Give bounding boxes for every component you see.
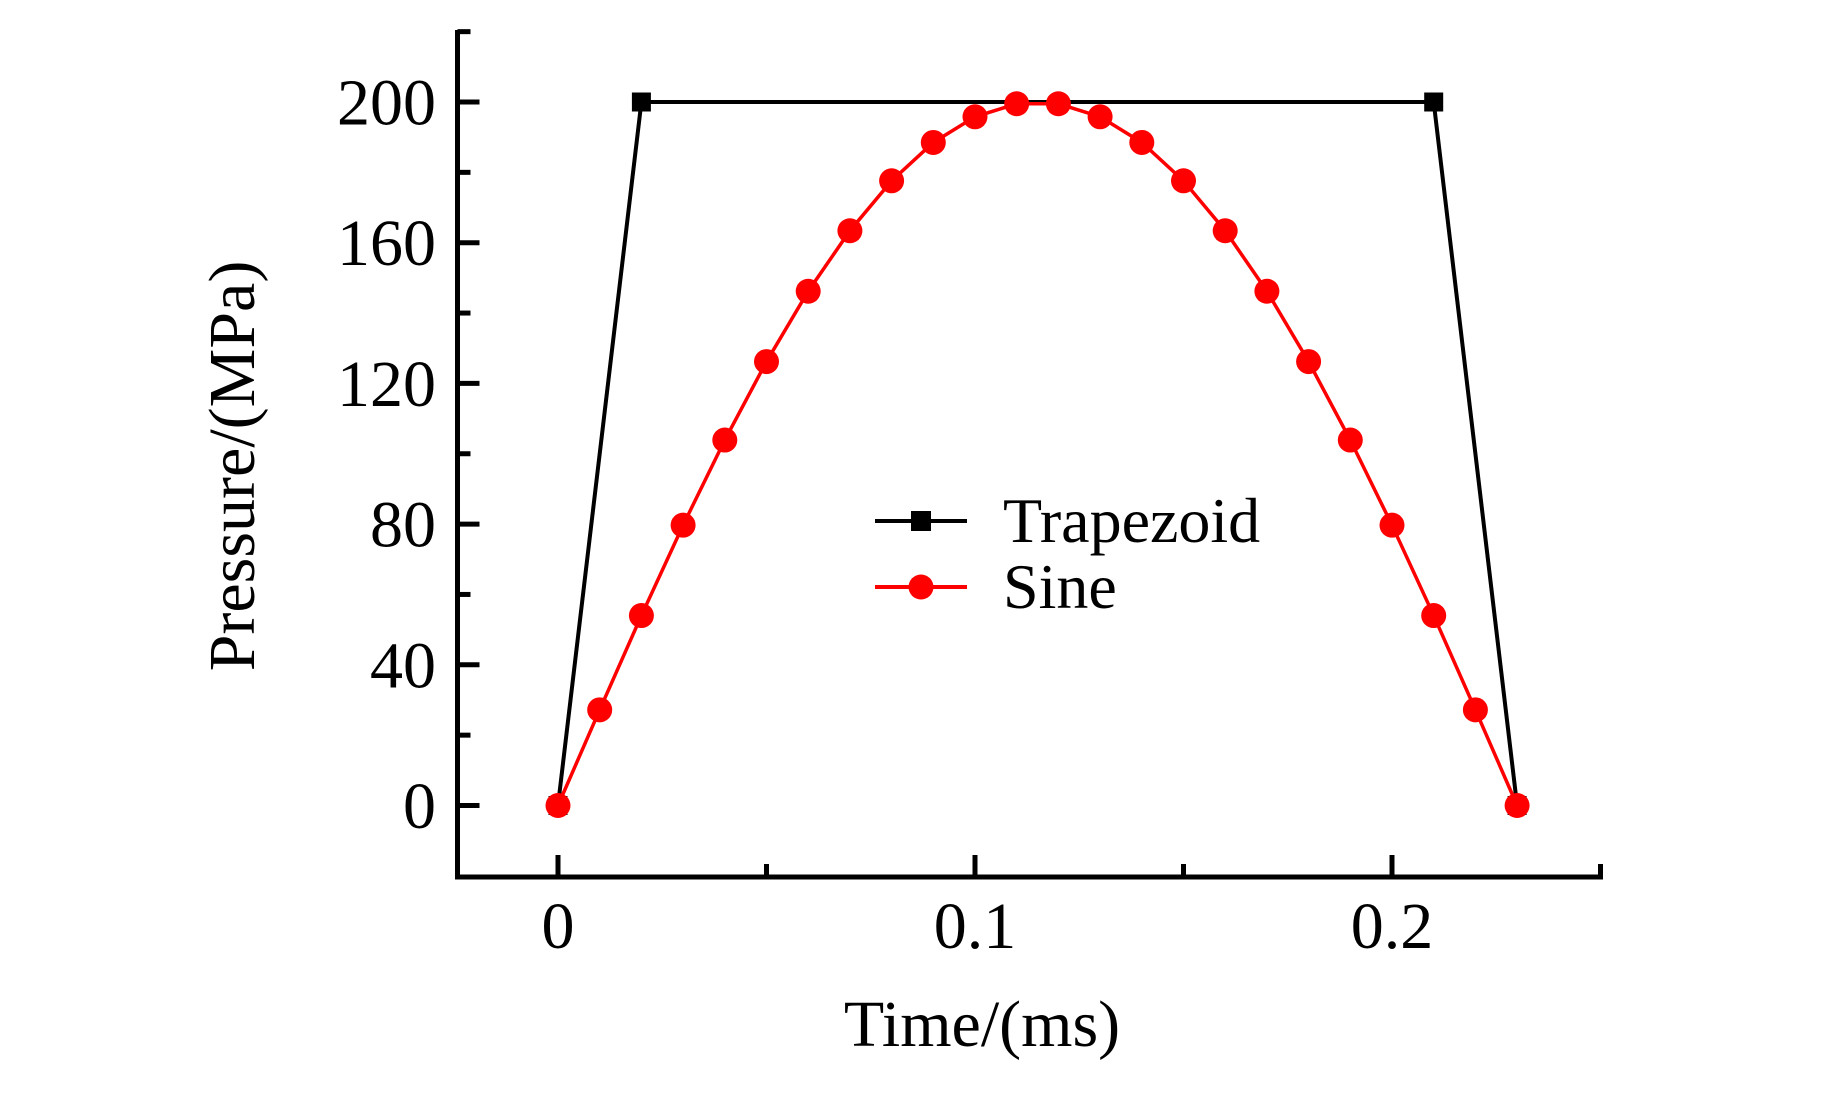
legend-sine-label: Sine (1003, 551, 1117, 622)
sine-marker (837, 218, 863, 244)
x-axis-title: Time/(ms) (844, 988, 1120, 1061)
sine-marker (1421, 603, 1447, 629)
sine-marker (879, 168, 905, 194)
y-tick-label: 120 (337, 348, 436, 421)
sine-marker (1045, 91, 1071, 117)
sine-marker (754, 349, 779, 375)
x-tick-label: 0 (542, 890, 575, 963)
legend-trapezoid-marker (911, 511, 931, 531)
plot-area: 0 0.1 0.2 0 40 80 120 160 200 (337, 29, 1603, 963)
sine-marker (1504, 793, 1530, 818)
trapezoid-line (556, 100, 1520, 806)
sine-marker (1004, 91, 1030, 117)
legend-sine-marker (908, 574, 934, 600)
sine-line (556, 102, 1519, 807)
sine-marker (1254, 278, 1280, 304)
sine-marker (670, 512, 696, 538)
x-tick-label: 0.2 (1351, 890, 1434, 963)
trapezoid-marker (631, 92, 651, 112)
sine-marker (712, 427, 738, 453)
y-tick-label: 80 (370, 489, 436, 562)
sine-marker (1212, 218, 1238, 244)
sine-marker (795, 278, 821, 304)
sine-marker (545, 793, 571, 818)
y-tick-label: 40 (370, 629, 436, 702)
sine-marker (628, 603, 654, 629)
y-tick-label: 0 (403, 770, 436, 843)
sine-marker (587, 697, 613, 723)
y-tick-label: 200 (337, 67, 436, 140)
sine-marker (1296, 349, 1322, 375)
sine-marker (1087, 104, 1113, 130)
y-tick-label: 160 (337, 207, 436, 280)
legend: Trapezoid Sine (875, 485, 1260, 622)
sine-marker (1129, 129, 1155, 155)
sine-marker (1462, 697, 1488, 723)
x-tick-label: 0.1 (934, 890, 1017, 963)
y-axis-title: Pressure/(MPa) (196, 261, 269, 672)
sine-marker (920, 129, 946, 155)
legend-trapezoid-label: Trapezoid (1003, 485, 1260, 556)
trapezoid-marker (1424, 92, 1444, 112)
sine-marker (1171, 168, 1196, 194)
sine-marker (1337, 427, 1363, 453)
sine-marker (962, 104, 988, 130)
sine-marker (1379, 512, 1405, 538)
